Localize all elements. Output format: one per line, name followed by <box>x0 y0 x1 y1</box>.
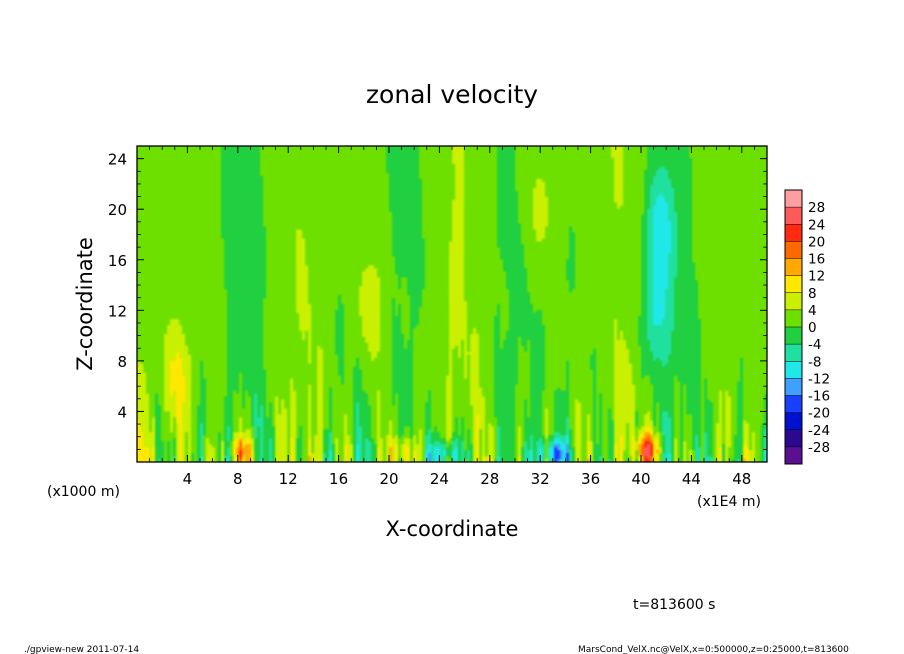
colorbar-segment <box>785 207 802 225</box>
colorbar-label: 8 <box>808 286 817 302</box>
y-tick-label: 20 <box>108 201 127 219</box>
x-tick-label: 48 <box>732 470 751 488</box>
x-axis-ticks: 4 8 12 16 20 24 28 32 36 40 44 48 <box>149 146 755 488</box>
colorbar-segment <box>785 395 802 414</box>
colorbar-segment <box>785 292 802 311</box>
colorbar-segment <box>785 412 802 431</box>
chart-title: zonal velocity <box>366 80 538 109</box>
colorbar-segment <box>785 275 802 294</box>
colorbar-segment <box>785 446 802 465</box>
colorbar-label: 24 <box>808 217 825 233</box>
colorbar-segment <box>785 309 802 328</box>
x-tick-label: 32 <box>531 470 550 488</box>
colorbar-segment <box>785 258 802 277</box>
colorbar-label: 12 <box>808 269 825 285</box>
y-axis-label: Z-coordinate <box>73 237 97 371</box>
colorbar-segment <box>785 344 802 362</box>
colorbar-segment <box>785 361 802 379</box>
x-tick-label: 40 <box>631 470 650 488</box>
heatmap-area <box>136 145 768 463</box>
x-tick-label: 24 <box>430 470 449 488</box>
x-axis-label: X-coordinate <box>386 517 519 541</box>
x-tick-label: 20 <box>379 470 398 488</box>
colorbar-label: -28 <box>808 440 830 456</box>
colorbar-label: 16 <box>808 252 825 268</box>
colorbar-label: -16 <box>808 389 830 405</box>
colorbar-label: -12 <box>808 371 830 387</box>
velocity-field-image <box>137 146 767 462</box>
x-axis-unit-left: (x1000 m) <box>47 484 120 500</box>
x-tick-label: 8 <box>233 470 243 488</box>
colorbar-label: 0 <box>808 320 817 336</box>
colorbar-segment <box>785 429 802 448</box>
colorbar-label: -20 <box>808 406 830 422</box>
y-tick-label: 16 <box>108 252 127 270</box>
footer-right: MarsCond_VelX.nc@VelX,x=0:500000,z=0:250… <box>578 645 849 654</box>
x-tick-label: 4 <box>183 470 193 488</box>
colorbar-label: 4 <box>808 303 817 319</box>
y-tick-label: 8 <box>117 353 127 371</box>
colorbar-label: 28 <box>808 200 825 216</box>
colorbar-segment <box>785 378 802 396</box>
y-tick-label: 12 <box>108 302 127 320</box>
x-tick-label: 28 <box>480 470 499 488</box>
colorbar-label: -8 <box>808 354 821 370</box>
x-tick-label: 44 <box>682 470 701 488</box>
x-tick-label: 12 <box>279 470 298 488</box>
x-tick-label: 36 <box>581 470 600 488</box>
colorbar-label: 20 <box>808 234 825 250</box>
time-label: t=813600 s <box>633 597 715 613</box>
colorbar-segment <box>785 224 802 242</box>
y-axis-ticks: 4 8 12 16 20 24 <box>108 151 767 450</box>
colorbar-label: -24 <box>808 423 830 439</box>
x-axis-unit-right: (x1E4 m) <box>697 494 761 510</box>
colorbar-segment <box>785 327 802 345</box>
colorbar-segment <box>785 241 802 259</box>
y-tick-label: 24 <box>108 151 127 169</box>
x-tick-label: 16 <box>329 470 348 488</box>
footer-left: ./gpview-new 2011-07-14 <box>24 645 139 654</box>
colorbar-segment <box>785 190 802 208</box>
colorbar-label: -4 <box>808 337 821 353</box>
y-tick-label: 4 <box>117 403 127 421</box>
